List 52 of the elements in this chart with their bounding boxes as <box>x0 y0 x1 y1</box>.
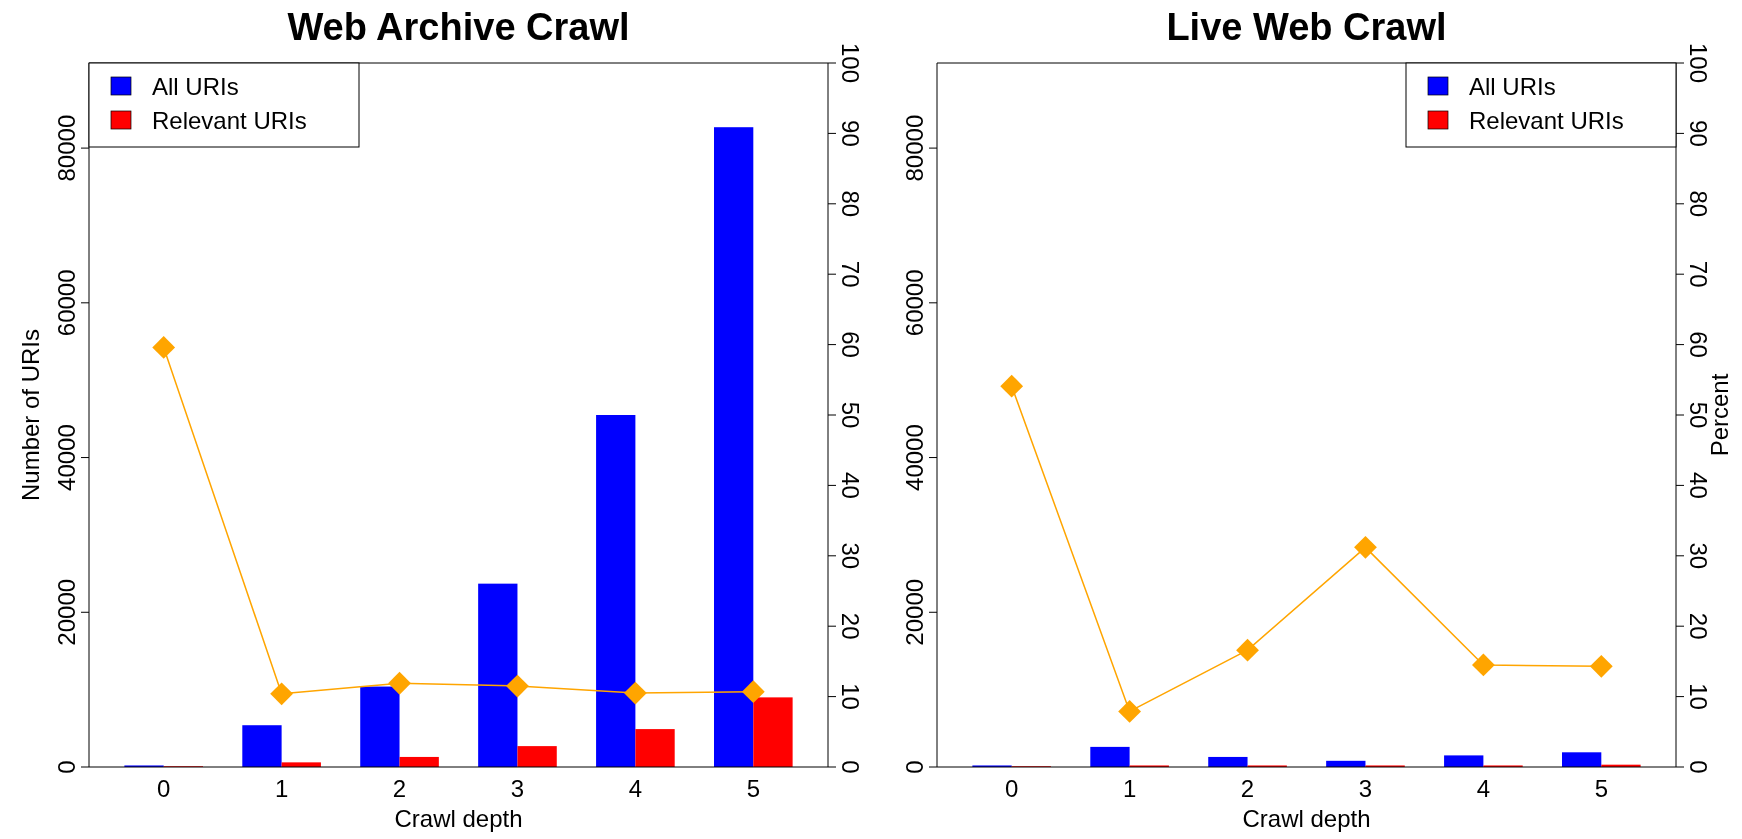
y-tick-label: 0 <box>901 760 928 774</box>
y2-tick-label: 30 <box>1685 542 1712 570</box>
y2-tick-label: 20 <box>1685 612 1712 640</box>
y2-tick-label: 50 <box>837 401 864 429</box>
y2-tick-label: 30 <box>837 542 864 570</box>
chart-title: Web Archive Crawl <box>287 6 630 48</box>
y-tick-label: 0 <box>53 760 80 774</box>
legend-label: All URIs <box>1469 72 1556 100</box>
y-axis-title: Number of URIs <box>17 328 44 502</box>
x-tick-label: 4 <box>628 775 643 802</box>
x-tick-label: 4 <box>1476 775 1491 802</box>
y2-tick-label: 40 <box>837 472 864 499</box>
x-tick-label: 2 <box>1240 775 1255 802</box>
y-tick-label: 40000 <box>901 424 928 491</box>
y2-tick-label: 40 <box>1685 472 1712 499</box>
y2-tick-label: 0 <box>1685 760 1712 774</box>
y-tick-label: 60000 <box>901 269 928 337</box>
y2-tick-label: 90 <box>1685 120 1712 147</box>
x-tick-label: 0 <box>157 775 171 802</box>
x-tick-label: 1 <box>1122 775 1137 802</box>
y2-tick-label: 100 <box>1685 42 1712 84</box>
y-tick-label: 40000 <box>53 424 80 491</box>
chart-title: Live Web Crawl <box>1166 6 1447 48</box>
legend-label: Relevant URIs <box>152 106 307 134</box>
y2-tick-label: 100 <box>837 42 864 84</box>
x-tick-label: 0 <box>1005 775 1019 802</box>
legend-label: Relevant URIs <box>1469 106 1624 134</box>
x-tick-label: 3 <box>1358 775 1373 802</box>
y2-tick-label: 90 <box>837 120 864 147</box>
y2-tick-label: 80 <box>837 190 864 218</box>
x-tick-label: 5 <box>746 775 760 802</box>
x-axis-title: Crawl depth <box>394 805 523 832</box>
y-tick-label: 80000 <box>901 114 928 182</box>
y-tick-label: 80000 <box>53 114 80 182</box>
legend-label: All URIs <box>152 72 239 100</box>
y2-tick-label: 20 <box>837 612 864 640</box>
y2-tick-label: 70 <box>1685 260 1712 288</box>
y-tick-label: 20000 <box>901 578 928 646</box>
y2-tick-label: 70 <box>837 260 864 288</box>
y-tick-label: 60000 <box>53 269 80 337</box>
y2-tick-label: 60 <box>1685 331 1712 358</box>
x-axis-title: Crawl depth <box>1242 805 1371 832</box>
x-tick-label: 2 <box>392 775 407 802</box>
y2-tick-label: 0 <box>837 760 864 774</box>
x-tick-label: 1 <box>274 775 289 802</box>
y2-tick-label: 10 <box>1685 683 1712 710</box>
x-tick-label: 3 <box>510 775 525 802</box>
y2-tick-label: 80 <box>1685 190 1712 218</box>
y2-tick-label: 10 <box>837 683 864 710</box>
y2-tick-label: 60 <box>837 331 864 358</box>
y-tick-label: 20000 <box>53 578 80 646</box>
x-tick-label: 5 <box>1594 775 1608 802</box>
